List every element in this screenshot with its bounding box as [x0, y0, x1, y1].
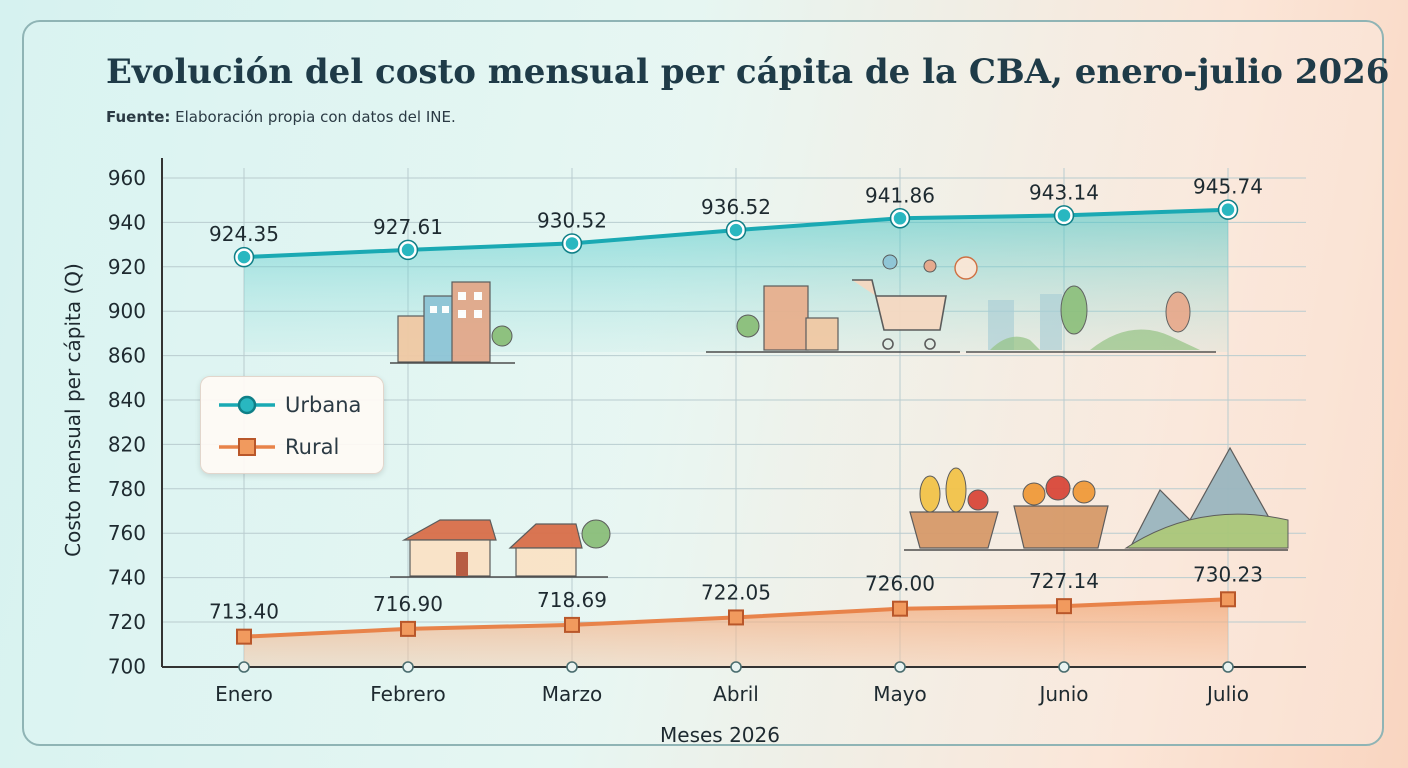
y-tick-label: 720 — [108, 610, 146, 634]
y-tick-label: 820 — [108, 432, 146, 456]
data-label-rural: 730.23 — [1193, 562, 1263, 586]
y-tick-label: 700 — [108, 654, 146, 678]
data-label-rural: 718.69 — [537, 588, 607, 612]
data-label-urbana: 936.52 — [701, 195, 771, 219]
point-rural — [400, 620, 416, 637]
point-urbana-ring — [233, 246, 255, 268]
x-axis-dot — [566, 661, 578, 673]
legend-label-urbana: Urbana — [285, 393, 362, 417]
y-tick-label: 840 — [108, 388, 146, 412]
x-axis-label: Meses 2026 — [660, 723, 780, 747]
legend-label-rural: Rural — [285, 435, 340, 459]
x-tick-label: Marzo — [542, 682, 602, 706]
x-axis-dot — [402, 661, 414, 673]
data-label-rural: 713.40 — [209, 600, 279, 624]
x-axis-dot — [238, 661, 250, 673]
city-park-illustration — [966, 285, 1216, 353]
x-axis-dot — [894, 661, 906, 673]
series-markers — [233, 199, 1239, 645]
point-urbana-ring — [397, 239, 419, 261]
y-tick-label: 780 — [108, 477, 146, 501]
data-labels: 924.35 927.61 930.52 936.52 941.86 943.14 945.… — [209, 175, 1263, 624]
x-tick-label: Enero — [215, 682, 273, 706]
area-rural — [244, 599, 1228, 667]
data-label-urbana: 924.35 — [209, 222, 279, 246]
data-label-urbana: 930.52 — [537, 208, 607, 232]
y-tick-label: 940 — [108, 210, 146, 234]
city-buildings-illustration — [390, 281, 515, 364]
point-urbana-ring — [561, 233, 583, 254]
chart-title: Evolución del costo mensual per cápita d… — [106, 52, 1390, 92]
point-urbana-ring — [889, 208, 911, 229]
point-rural — [236, 628, 252, 645]
point-rural — [892, 600, 908, 617]
point-urbana — [1055, 206, 1073, 225]
source-text: Elaboración propia con datos del INE. — [175, 108, 456, 126]
x-tick-label: Febrero — [370, 682, 446, 706]
data-label-urbana: 941.86 — [865, 183, 935, 207]
legend-item-urbana: Urbana — [217, 393, 361, 417]
point-rural — [728, 609, 744, 626]
y-tick-label: 740 — [108, 566, 146, 590]
legend-item-rural: Rural — [217, 435, 339, 459]
point-rural — [1220, 591, 1236, 608]
y-tick-label: 900 — [108, 299, 146, 323]
rural-houses-illustration — [390, 519, 611, 578]
y-tick-label: 960 — [108, 166, 146, 190]
point-urbana — [399, 241, 417, 259]
point-urbana — [235, 248, 253, 266]
y-axis-label: Costo mensual per cápita (Q) — [61, 263, 85, 557]
point-rural — [564, 616, 580, 633]
point-rural — [1056, 598, 1072, 615]
x-tick-label: Julio — [1205, 682, 1249, 706]
point-urbana — [1219, 200, 1237, 219]
axes: 960 940 920 900 860 840 820 780 760 740 720 700 Ener… — [108, 158, 1306, 706]
data-label-urbana: 927.61 — [373, 215, 443, 239]
x-axis-dot — [1058, 661, 1070, 673]
data-label-urbana: 945.74 — [1193, 175, 1263, 199]
shopping-cart-illustration — [706, 254, 978, 353]
x-tick-label: Abril — [713, 682, 759, 706]
x-axis-dot — [730, 661, 742, 673]
data-label-rural: 727.14 — [1029, 569, 1099, 593]
chart-legend: Urbana Rural — [200, 376, 384, 474]
legend-urbana-marker — [219, 395, 275, 415]
produce-baskets-illustration — [904, 446, 1289, 551]
point-urbana-ring — [725, 219, 747, 241]
point-urbana-ring — [1053, 205, 1075, 226]
data-label-rural: 716.90 — [373, 592, 443, 616]
chart-source: Fuente: Elaboración propia con datos del… — [106, 108, 456, 126]
y-tick-label: 860 — [108, 344, 146, 368]
source-label: Fuente: — [106, 108, 171, 126]
legend-rural-marker — [219, 438, 275, 456]
point-urbana — [563, 234, 581, 253]
data-label-rural: 722.05 — [701, 580, 771, 604]
x-tick-label: Junio — [1037, 682, 1088, 706]
data-label-urbana: 943.14 — [1029, 180, 1099, 204]
data-label-rural: 726.00 — [865, 572, 935, 596]
x-tick-label: Mayo — [873, 682, 927, 706]
point-urbana-ring — [1217, 199, 1239, 220]
y-tick-label: 920 — [108, 255, 146, 279]
y-tick-label: 760 — [108, 521, 146, 545]
point-urbana — [727, 221, 745, 239]
x-axis-dot — [1222, 661, 1234, 673]
point-urbana — [891, 209, 909, 228]
